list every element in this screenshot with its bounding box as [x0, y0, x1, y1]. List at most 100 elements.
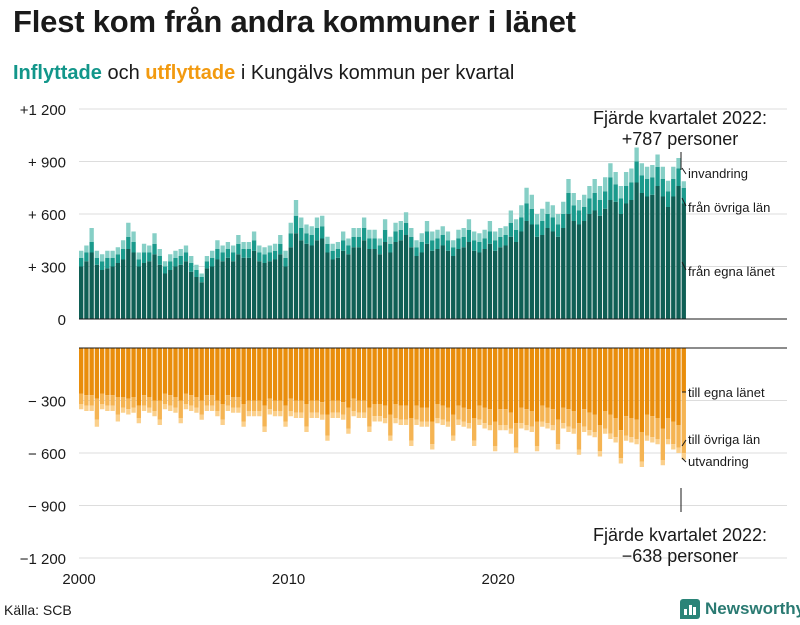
bar-in-2	[403, 222, 409, 235]
bar-out-2	[136, 405, 141, 418]
bar-out-2	[660, 428, 665, 460]
bar-out-1	[555, 348, 561, 420]
bar-in-3	[267, 245, 272, 253]
bar-out-3	[230, 407, 236, 413]
bar-in-3	[189, 256, 194, 263]
subtitle-och: och	[101, 62, 146, 84]
bar-in-2	[351, 236, 356, 248]
bar-out-1	[372, 348, 377, 404]
bar-in-1	[508, 236, 514, 319]
bar-out-3	[236, 407, 241, 413]
bar-out-2	[676, 425, 681, 448]
bar-out-2	[293, 400, 299, 413]
bar-in-3	[309, 226, 314, 235]
bar-in-1	[592, 210, 597, 319]
bar-in-1	[147, 261, 152, 319]
bar-out-2	[582, 409, 587, 427]
bar-out-1	[634, 348, 639, 420]
bar-out-2	[503, 409, 508, 425]
bar-in-3	[262, 247, 267, 255]
bar-in-2	[361, 228, 367, 241]
bar-out-3	[513, 447, 519, 453]
bar-out-1	[671, 348, 676, 422]
bar-in-2	[157, 256, 162, 265]
bar-in-1	[361, 240, 367, 319]
bar-out-3	[629, 437, 634, 443]
bar-in-2	[204, 261, 210, 269]
chart-title: Flest kom från andra kommuner i länet	[13, 4, 576, 39]
bar-in-1	[498, 247, 503, 319]
bar-out-2	[220, 404, 225, 420]
bar-in-2	[330, 250, 335, 260]
bar-in-1	[451, 256, 456, 319]
bar-out-3	[351, 411, 356, 417]
bar-in-2	[424, 231, 430, 244]
bar-in-1	[89, 252, 94, 319]
bar-in-1	[168, 270, 173, 319]
bar-in-3	[566, 179, 571, 193]
bar-in-3	[115, 247, 121, 255]
bar-out-2	[346, 407, 351, 429]
bar-out-1	[330, 348, 335, 401]
bar-out-2	[120, 397, 126, 408]
bar-out-2	[608, 414, 613, 434]
bar-out-3	[644, 435, 650, 441]
bar-in-3	[356, 228, 362, 237]
bar-in-2	[314, 228, 320, 241]
bar-in-1	[519, 231, 524, 319]
bar-out-3	[587, 430, 592, 436]
bar-in-3	[424, 221, 430, 232]
bar-out-3	[241, 421, 246, 427]
bar-out-3	[335, 412, 341, 418]
bar-out-1	[79, 348, 84, 394]
bar-in-1	[131, 252, 136, 319]
bar-in-2	[655, 166, 660, 186]
bar-out-3	[299, 412, 304, 418]
bar-in-2	[587, 198, 592, 214]
bar-in-3	[341, 231, 346, 241]
y-tick-label: +1 200	[20, 102, 66, 119]
bar-in-3	[398, 221, 403, 230]
bar-in-2	[194, 270, 199, 277]
bar-in-3	[162, 261, 168, 267]
bar-in-1	[173, 266, 178, 319]
bar-in-3	[513, 219, 519, 230]
bar-out-3	[550, 425, 555, 431]
bar-in-1	[84, 261, 89, 319]
bar-in-2	[534, 224, 540, 237]
bar-in-1	[629, 200, 634, 319]
bar-out-1	[576, 348, 582, 424]
bar-out-2	[482, 407, 487, 424]
bar-in-2	[251, 240, 257, 251]
bar-out-2	[655, 418, 660, 439]
bar-out-1	[236, 348, 241, 397]
bar-in-3	[534, 214, 540, 225]
bar-out-3	[94, 419, 100, 427]
bar-out-3	[456, 419, 461, 425]
bar-out-2	[246, 400, 252, 411]
label-utvandring: utvandring	[688, 454, 749, 469]
bar-out-3	[367, 426, 372, 432]
bar-in-3	[545, 201, 550, 214]
bar-out-2	[576, 423, 582, 450]
bar-in-3	[325, 236, 330, 244]
bar-out-3	[409, 440, 414, 446]
bar-out-3	[430, 444, 435, 450]
bar-in-2	[498, 236, 503, 248]
bar-out-1	[141, 348, 147, 396]
bar-out-3	[445, 421, 451, 427]
bar-in-2	[561, 214, 566, 228]
bar-out-3	[451, 435, 456, 441]
bar-out-1	[676, 348, 681, 425]
bar-out-2	[492, 421, 498, 446]
bar-out-2	[472, 418, 477, 441]
bar-out-2	[555, 419, 561, 445]
bar-in-1	[320, 238, 325, 319]
bar-out-2	[183, 393, 189, 404]
bar-out-3	[309, 412, 314, 418]
bar-out-2	[361, 400, 367, 413]
bar-out-3	[545, 423, 550, 429]
bar-out-1	[299, 348, 304, 401]
bar-in-3	[283, 250, 288, 258]
bar-out-1	[272, 348, 278, 401]
